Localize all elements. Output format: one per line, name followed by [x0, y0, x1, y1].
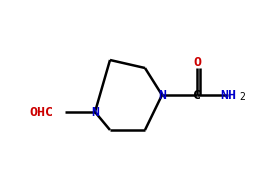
- Text: N: N: [158, 88, 166, 101]
- Text: N: N: [91, 105, 99, 118]
- Text: OHC: OHC: [29, 105, 53, 118]
- Text: 2: 2: [239, 92, 245, 102]
- Text: O: O: [193, 55, 201, 69]
- Text: C: C: [193, 88, 201, 101]
- Text: NH: NH: [220, 88, 236, 101]
